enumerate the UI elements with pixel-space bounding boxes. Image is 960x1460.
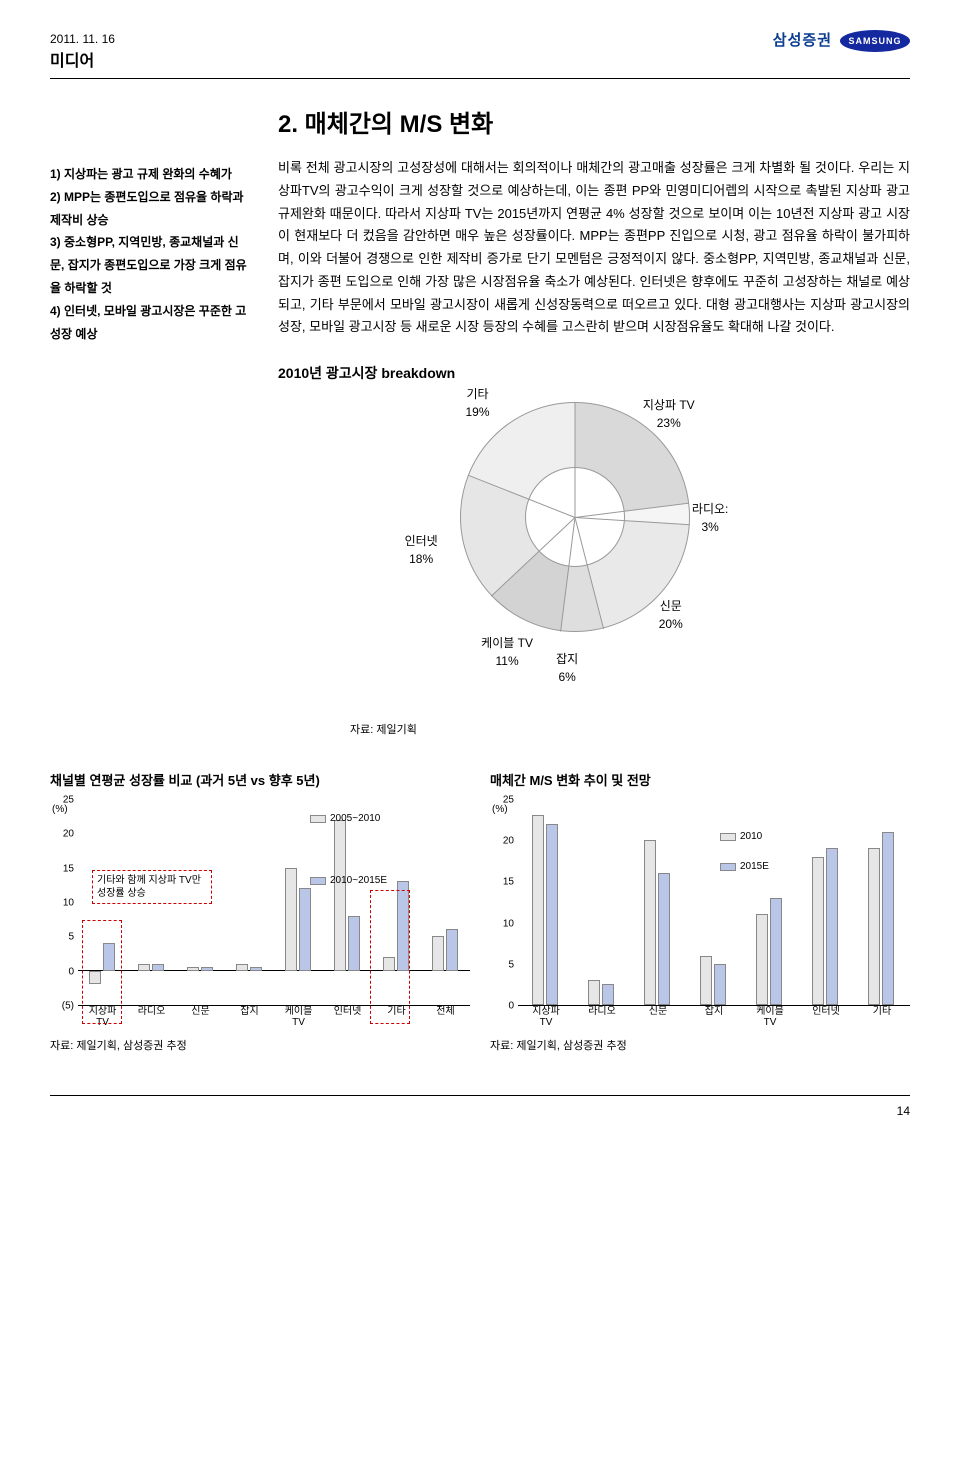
- side-point-1: 1) 지상파는 광고 규제 완화의 수혜가: [50, 163, 250, 186]
- page-footer: 14: [50, 1095, 910, 1120]
- donut-segment-label: 잡지6%: [556, 650, 578, 686]
- donut-source: 자료: 제일기획: [350, 722, 910, 739]
- bar: [138, 964, 150, 971]
- donut-title: 2010년 광고시장 breakdown: [278, 363, 910, 384]
- bar: [299, 888, 311, 970]
- donut-segment-label: 라디오:3%: [692, 500, 728, 536]
- x-axis-label: 잡지: [225, 1006, 274, 1030]
- brand-text: 삼성증권: [773, 30, 832, 53]
- bar: [250, 967, 262, 970]
- bar: [201, 967, 213, 970]
- x-axis-label: 인터넷: [323, 1006, 372, 1030]
- x-axis-label: 인터넷: [798, 1006, 854, 1030]
- body-paragraph: 비록 전체 광고시장의 고성장성에 대해서는 회의적이나 매체간의 광고매출 성…: [278, 157, 910, 339]
- donut-chart: 지상파 TV23%라디오:3%신문20%잡지6%케이블 TV11%인터넷18%기…: [350, 402, 910, 682]
- bar: [826, 848, 838, 1005]
- bar: [714, 964, 726, 1005]
- bar: [532, 815, 544, 1005]
- page-header: 2011. 11. 16 미디어 삼성증권 SAMSUNG: [50, 30, 910, 79]
- legend-label: 2010~2015E: [310, 874, 387, 888]
- growth-chart: 채널별 연평균 성장률 비교 (과거 5년 vs 향후 5년) (%) (5)0…: [50, 771, 470, 1055]
- bar: [700, 956, 712, 1005]
- x-axis-label: 신문: [630, 1006, 686, 1030]
- highlight-box: [82, 920, 122, 1024]
- ms-chart: 매체간 M/S 변화 추이 및 전망 (%) 0510152025지상파TV라디…: [490, 771, 910, 1055]
- bar: [152, 964, 164, 971]
- x-axis-label: 라디오: [574, 1006, 630, 1030]
- x-axis-label: 케이블TV: [742, 1006, 798, 1030]
- bar: [432, 936, 444, 970]
- bar: [602, 984, 614, 1005]
- legend-label: 2010: [720, 830, 762, 844]
- growth-chart-source: 자료: 제일기획, 삼성증권 추정: [50, 1038, 470, 1055]
- x-axis-label: 전체: [421, 1006, 470, 1030]
- bar: [546, 824, 558, 1005]
- side-point-4: 4) 인터넷, 모바일 광고시장은 꾸준한 고성장 예상: [50, 300, 250, 346]
- chart-annotation: 기타와 함께 지상파 TV만 성장률 상승: [92, 870, 212, 904]
- donut-segment-label: 케이블 TV11%: [481, 634, 533, 670]
- bar: [348, 916, 360, 971]
- bar: [588, 980, 600, 1005]
- side-summary: 1) 지상파는 광고 규제 완화의 수혜가 2) MPP는 종편도입으로 점유율…: [50, 107, 250, 751]
- bar: [882, 832, 894, 1005]
- bar: [770, 898, 782, 1005]
- x-axis-label: 신문: [176, 1006, 225, 1030]
- x-axis-label: 케이블TV: [274, 1006, 323, 1030]
- x-axis-label: 기타: [854, 1006, 910, 1030]
- donut-segment-label: 지상파 TV23%: [643, 396, 695, 432]
- legend-label: 2015E: [720, 860, 769, 874]
- page-number: 14: [897, 1104, 910, 1118]
- growth-chart-title: 채널별 연평균 성장률 비교 (과거 5년 vs 향후 5년): [50, 771, 470, 791]
- bar: [658, 873, 670, 1005]
- donut-segment-label: 신문20%: [659, 597, 683, 633]
- bar: [285, 868, 297, 971]
- x-axis-label: 라디오: [127, 1006, 176, 1030]
- bar: [446, 929, 458, 970]
- bar: [868, 848, 880, 1005]
- bar: [187, 967, 199, 970]
- legend-label: 2005~2010: [310, 812, 380, 826]
- donut-segment-label: 인터넷18%: [405, 532, 438, 568]
- bar: [756, 914, 768, 1005]
- side-point-2: 2) MPP는 종편도입으로 점유율 하락과 제작비 상승: [50, 186, 250, 232]
- report-category: 미디어: [50, 50, 115, 74]
- bar: [334, 820, 346, 971]
- samsung-logo-icon: SAMSUNG: [840, 30, 910, 52]
- report-date: 2011. 11. 16: [50, 30, 115, 48]
- x-axis-label: 잡지: [686, 1006, 742, 1030]
- ms-chart-title: 매체간 M/S 변화 추이 및 전망: [490, 771, 910, 791]
- x-axis-label: 지상파TV: [518, 1006, 574, 1030]
- side-point-3: 3) 중소형PP, 지역민방, 종교채널과 신문, 잡지가 종편도입으로 가장 …: [50, 231, 250, 299]
- highlight-box: [370, 890, 410, 1024]
- section-title: 2. 매체간의 M/S 변화: [278, 107, 910, 143]
- ms-chart-source: 자료: 제일기획, 삼성증권 추정: [490, 1038, 910, 1055]
- bar: [812, 857, 824, 1005]
- donut-segment-label: 기타19%: [465, 385, 489, 421]
- bar: [644, 840, 656, 1005]
- bar: [236, 964, 248, 971]
